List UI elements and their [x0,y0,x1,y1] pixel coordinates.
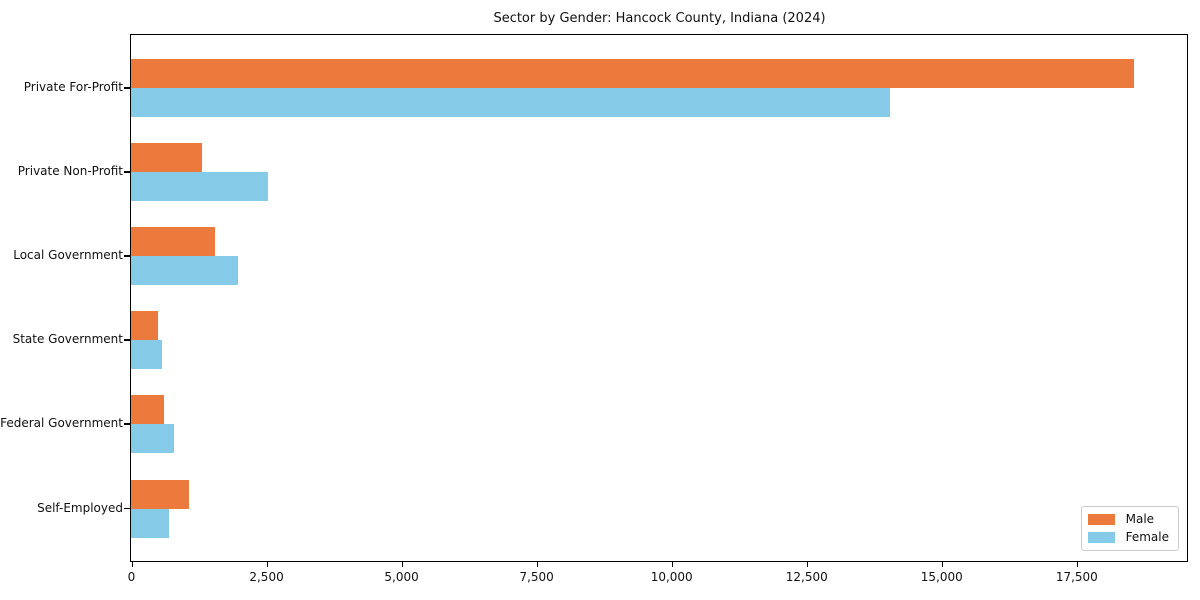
x-axis-tick-2500 [266,561,269,567]
x-axis-tick-label-17500: 17,500 [1055,570,1098,584]
y-axis-label-state-government: State Government [12,332,123,347]
y-axis-label-federal-government: Federal Government [0,416,123,431]
x-axis-tick-10000 [671,561,674,567]
x-axis-tick-label-2500: 2,500 [249,570,284,584]
x-axis-tick-15000 [941,561,944,567]
bar-female-private-non-profit [131,172,268,202]
legend-item-female: Female [1087,530,1169,544]
y-axis-tick-private-non-profit [124,171,130,173]
x-axis-tick-label-0: 0 [127,570,136,584]
bar-male-local-government [131,227,215,257]
bar-female-federal-government [131,424,174,454]
x-axis-tick-label-5000: 5,000 [384,570,419,584]
y-axis-tick-federal-government [124,423,130,425]
x-axis-tick-12500 [806,561,809,567]
bar-male-private-for-profit [131,59,1134,88]
legend-label-male: Male [1125,512,1155,526]
bar-female-private-for-profit [131,88,890,117]
y-axis-label-self-employed: Self-Employed [37,500,123,515]
x-axis-tick-label-12500: 12,500 [785,570,828,584]
x-axis-tick-label-7500: 7,500 [519,570,554,584]
bar-female-state-government [131,340,162,370]
x-axis-tick-5000 [401,561,404,567]
y-axis-tick-local-government [124,255,130,257]
y-axis-tick-state-government [124,339,130,341]
bar-male-state-government [131,311,158,341]
x-axis-tick-7500 [536,561,539,567]
bar-female-local-government [131,256,238,286]
legend: Male Female [1080,506,1179,551]
legend-item-male: Male [1087,512,1169,526]
legend-swatch-female [1087,531,1115,543]
x-axis-tick-label-15000: 15,000 [920,570,963,584]
x-axis-tick-label-10000: 10,000 [650,570,693,584]
bar-male-federal-government [131,395,164,425]
chart-title: Sector by Gender: Hancock County, Indian… [493,11,826,26]
x-axis-tick-17500 [1076,561,1079,567]
y-axis-tick-self-employed [124,507,130,509]
legend-swatch-male [1087,513,1115,525]
bar-female-self-employed [131,508,169,538]
bar-male-self-employed [131,479,189,509]
y-axis-label-local-government: Local Government [13,248,123,263]
y-axis-label-private-for-profit: Private For-Profit [23,80,123,94]
y-axis-tick-private-for-profit [124,87,130,89]
bar-male-private-non-profit [131,143,202,173]
plot-area: Male Female [124,34,1188,562]
y-axis-label-private-non-profit: Private Non-Profit [17,164,123,179]
x-axis-tick-0 [131,561,133,567]
legend-label-female: Female [1125,530,1169,544]
